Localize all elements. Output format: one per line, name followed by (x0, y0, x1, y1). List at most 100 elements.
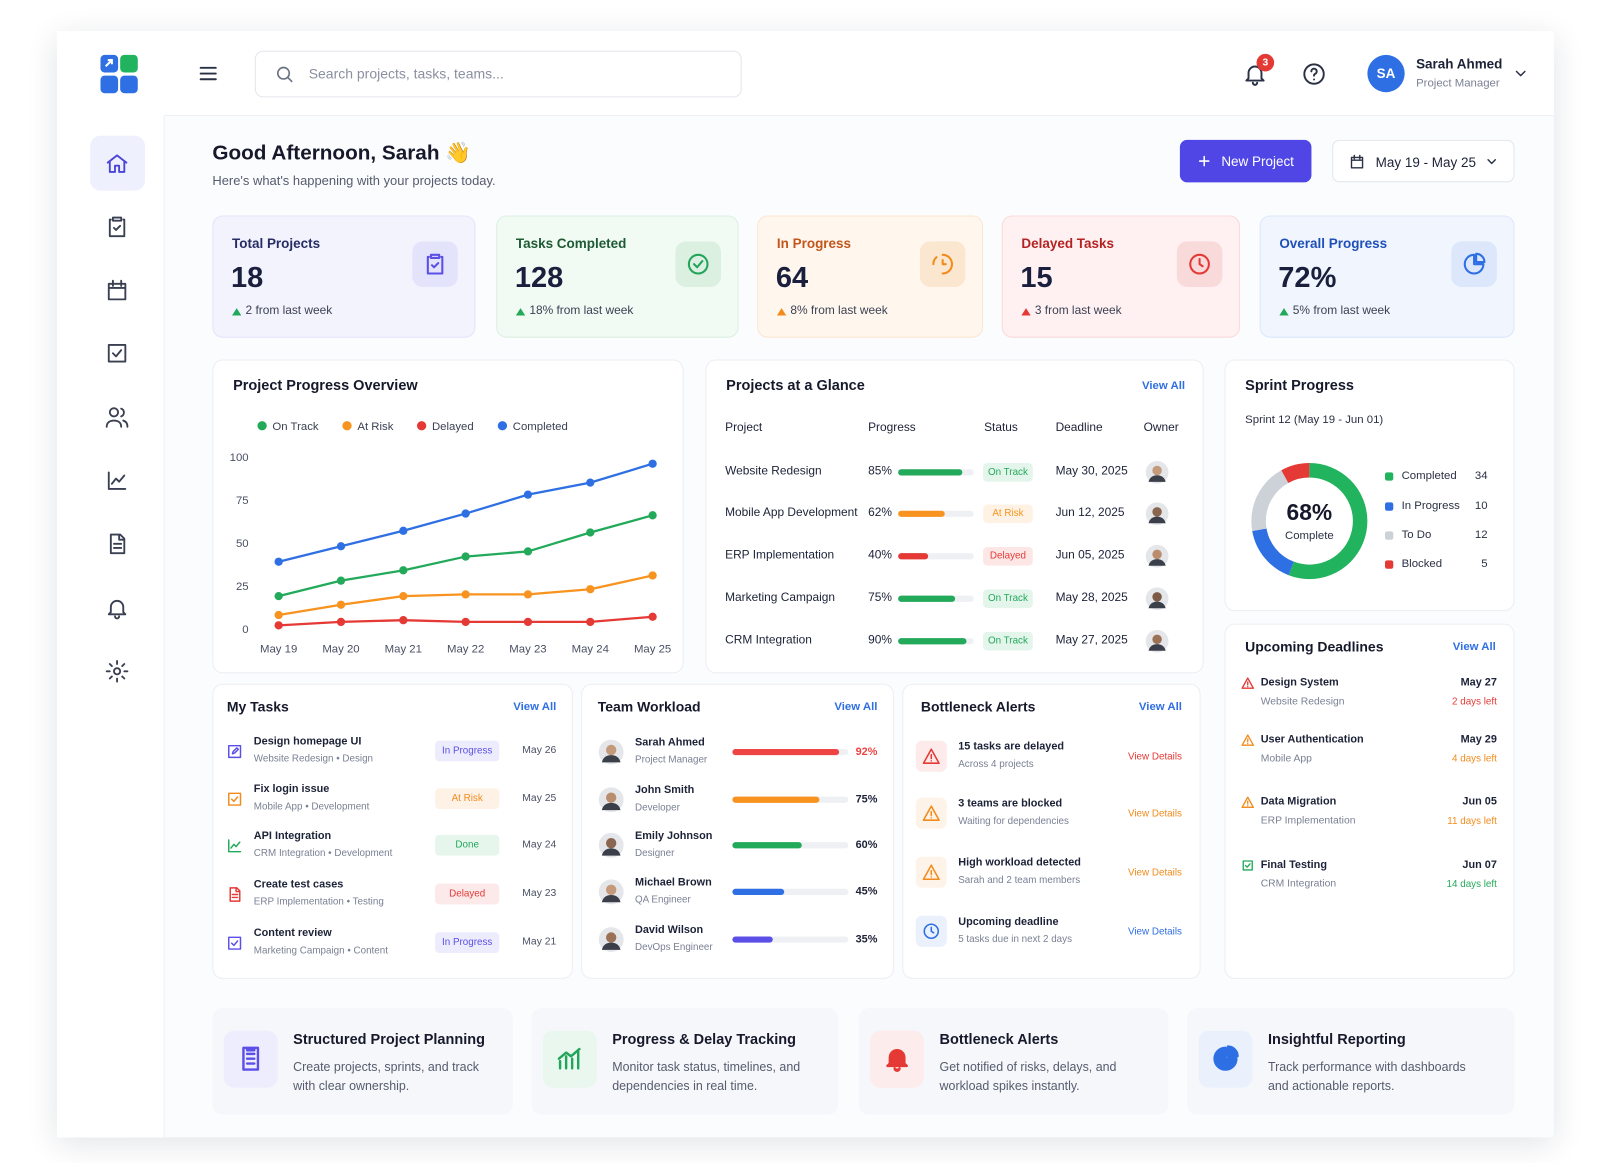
alert-detail: 5 tasks due in next 2 days (958, 933, 1072, 946)
legend-label: Blocked (1401, 557, 1443, 571)
feature-title: Structured Project Planning (293, 1030, 485, 1047)
y-tick-label: 50 (236, 538, 249, 550)
status-label: On Track (987, 592, 1028, 605)
data-point (274, 591, 283, 601)
view-details-link[interactable]: View Details (1127, 808, 1182, 820)
stat-icon-glyph (687, 253, 709, 275)
search-placeholder: Search projects, tasks, teams... (308, 66, 504, 82)
view-all-link[interactable]: View All (1138, 700, 1182, 714)
new-project-button[interactable]: New Project (1179, 139, 1312, 183)
trend-arrow (515, 308, 526, 316)
data-point (461, 590, 470, 599)
data-point (274, 557, 283, 566)
status-pill: On Track (983, 463, 1033, 482)
logo-block (120, 75, 138, 94)
avatar-head (606, 838, 617, 849)
feature-icon-glyph (242, 1046, 260, 1071)
column-header: Deadline (1055, 421, 1103, 435)
feature-icon (870, 1030, 925, 1088)
progress-label: 40% (868, 549, 892, 562)
progress-chart-card: Project Progress Overview 0 25 50 75 100 May 1… (212, 359, 684, 674)
project-name: Marketing Campaign (725, 591, 836, 605)
data-point (274, 610, 283, 620)
view-details-link[interactable]: View Details (1127, 926, 1182, 938)
nav-item[interactable] (105, 151, 130, 176)
bottleneck-card: Bottleneck Alerts View All 15 tasks are de… (902, 683, 1201, 979)
nav-item[interactable] (105, 468, 130, 493)
view-details-link[interactable]: View Details (1127, 751, 1182, 763)
stat-label: In Progress (776, 235, 852, 251)
task-icon (228, 744, 242, 759)
deadline-date: Jun 05 (1462, 795, 1497, 808)
alert-icon-glyph-shape (922, 805, 940, 821)
alert-icon-glyph (923, 923, 940, 940)
deadline-project: CRM Integration (1260, 878, 1337, 890)
view-all-link[interactable]: View All (834, 700, 878, 714)
x-tick-label: May 21 (385, 644, 422, 656)
nav-item[interactable] (105, 531, 130, 556)
status-pill: Delayed (435, 883, 500, 905)
workload-track (732, 888, 849, 896)
nav-item[interactable] (105, 596, 130, 621)
nav-item[interactable] (105, 214, 130, 239)
x-tick-label: May 24 (572, 644, 609, 656)
search-box[interactable]: Search projects, tasks, teams... (254, 50, 742, 98)
menu-button[interactable] (197, 62, 220, 85)
data-point (336, 617, 346, 627)
stat-label: Overall Progress (1279, 235, 1388, 251)
data-point (523, 490, 533, 499)
workload-label: 92% (855, 745, 878, 758)
stat-icon (1176, 241, 1223, 287)
status-label: At Risk (451, 792, 483, 805)
legend-value: 5 (1481, 557, 1488, 571)
task-icon-shape (229, 887, 241, 902)
feature-card: Progress & Delay Tracking Monitor task st… (531, 1007, 839, 1115)
status-label: On Track (987, 635, 1028, 647)
project-name: CRM Integration (725, 634, 812, 647)
legend-marker (257, 421, 267, 431)
days-left: 14 days left (1446, 878, 1497, 891)
view-all-link[interactable]: View All (513, 700, 557, 714)
nav-item[interactable] (105, 278, 130, 303)
view-details-link[interactable]: View Details (1127, 867, 1182, 879)
member-role: Designer (635, 847, 675, 860)
stat-card: Tasks Completed 128 18% from last week (496, 215, 739, 338)
avatar-head (1152, 592, 1162, 602)
avatar (1145, 502, 1169, 526)
alert-icon-glyph (922, 805, 940, 821)
column-header: Status (984, 421, 1018, 435)
task-icon-shape (228, 839, 242, 853)
alert-icon-glyph-shape (922, 748, 940, 764)
view-all-link[interactable]: View All (1141, 379, 1186, 392)
deadline-project: Website Redesign (1260, 696, 1345, 708)
data-point (586, 528, 595, 537)
stat-icon-glyph (1463, 252, 1486, 275)
date-chevron-shape (1487, 159, 1497, 165)
help-button[interactable] (1301, 61, 1327, 87)
alert-icon (915, 915, 947, 947)
stat-card: Delayed Tasks 15 3 from last week (1001, 215, 1240, 338)
nav-item[interactable] (105, 405, 130, 430)
alert-icon-glyph (922, 748, 940, 764)
nav-item[interactable] (105, 659, 130, 684)
column-header: Project (725, 421, 763, 435)
alert-detail: Waiting for dependencies (958, 815, 1069, 827)
member-name: Emily Johnson (635, 829, 713, 842)
chart-title: Project Progress Overview (233, 376, 418, 394)
feature-icon-glyph (886, 1049, 908, 1072)
deadline-icon-shape (1241, 796, 1255, 809)
stat-icon-glyph-shape (932, 253, 954, 275)
nav-item[interactable] (105, 341, 130, 366)
x-tick-label: May 20 (322, 644, 359, 656)
avatar-head (606, 884, 617, 896)
date-range-button[interactable]: May 19 - May 25 (1332, 139, 1515, 183)
status-pill: On Track (983, 631, 1033, 651)
deadline: May 28, 2025 (1055, 591, 1128, 605)
user-avatar[interactable]: SA (1367, 54, 1405, 93)
alert-icon-glyph-shape (922, 864, 940, 880)
user-menu-chevron[interactable] (1512, 65, 1529, 82)
date-chevron (1487, 159, 1497, 165)
deadline-title: Data Migration (1260, 795, 1337, 808)
view-all-link[interactable]: View All (1452, 640, 1496, 654)
data-point (461, 552, 470, 561)
